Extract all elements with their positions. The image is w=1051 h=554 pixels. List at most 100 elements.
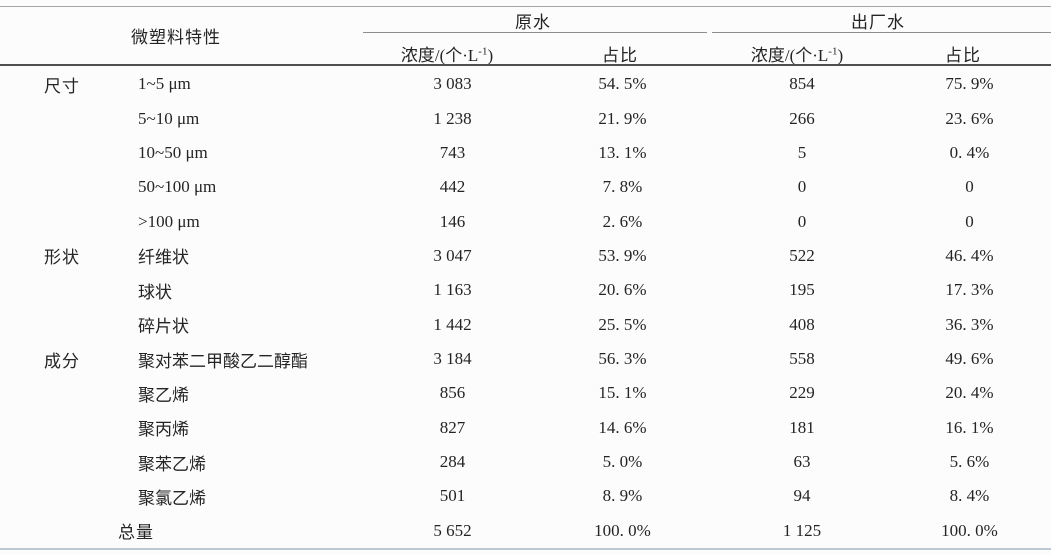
characteristic-header: 微塑料特性	[131, 28, 221, 47]
finished-water-proportion-cell: 46. 4%	[945, 245, 994, 265]
finished-water-proportion-cell: 75. 9%	[945, 74, 994, 94]
finished-water-concentration-cell: 229	[789, 383, 815, 403]
finished-water-concentration-cell: 94	[793, 486, 811, 506]
raw-water-concentration-cell: 284	[439, 452, 466, 472]
finished-water-concentration-cell: 181	[789, 417, 815, 437]
category-cell: 形状	[44, 248, 80, 268]
item-label-cell: 聚对苯二甲酸乙二醇酯	[138, 351, 308, 371]
concentration-unit-suffix: )	[487, 46, 494, 65]
concentration-unit-suffix: )	[837, 46, 844, 65]
finished-water-header: 出厂水	[851, 13, 905, 32]
raw-water-header: 原水	[515, 13, 551, 32]
category-cell	[0, 273, 110, 307]
finished-water-proportion-cell: 16. 1%	[945, 417, 994, 437]
category-cell: 成分	[44, 351, 80, 371]
item-label-cell: 碎片状	[138, 317, 189, 337]
bottom-rule	[0, 548, 1051, 550]
raw-water-concentration-cell: 1 442	[433, 314, 472, 334]
category-cell	[0, 170, 110, 204]
item-label-cell: 聚乙烯	[138, 385, 189, 405]
finished-water-proportion-cell: 23. 6%	[945, 108, 994, 128]
finished-water-proportion-cell: 0	[965, 211, 974, 231]
raw-water-concentration-cell: 501	[439, 486, 466, 506]
raw-water-concentration-cell: 827	[439, 417, 466, 437]
raw-water-proportion-cell: 100. 0%	[594, 520, 651, 540]
finished-water-proportion-cell: 17. 3%	[945, 280, 994, 300]
raw-water-concentration-cell: 3 184	[433, 349, 472, 369]
raw-water-concentration-cell: 743	[439, 142, 466, 162]
raw-water-proportion-cell: 54. 5%	[598, 74, 647, 94]
finished-water-proportion-cell: 0	[965, 177, 974, 197]
raw-water-proportion-cell: 25. 5%	[598, 314, 647, 334]
raw-water-proportion-cell: 15. 1%	[598, 383, 647, 403]
top-rule	[0, 6, 1051, 7]
raw-water-proportion-cell: 56. 3%	[598, 349, 647, 369]
raw-water-proportion-cell: 5. 0%	[602, 452, 643, 472]
raw-water-concentration-cell: 5 652	[433, 520, 472, 540]
finished-water-concentration-cell: 195	[789, 280, 815, 300]
item-label-cell: 聚氯乙烯	[138, 488, 206, 508]
item-label-cell: >100 μm	[138, 211, 200, 231]
total-label-cell: 总量	[118, 523, 154, 543]
category-cell	[0, 411, 110, 445]
finished-water-concentration-cell: 5	[797, 142, 807, 162]
finished-water-proportion-cell: 8. 4%	[949, 486, 990, 506]
item-label-cell: 球状	[138, 282, 172, 302]
finished-water-proportion-cell: 36. 3%	[945, 314, 994, 334]
raw-water-concentration-cell: 442	[439, 177, 466, 197]
finished-water-concentration-cell: 0	[797, 177, 807, 197]
raw-water-concentration-cell: 1 238	[433, 108, 472, 128]
raw-water-concentration-cell: 3 083	[433, 74, 472, 94]
finished-water-concentration-cell: 1 125	[782, 520, 822, 540]
finished-water-proportion-cell: 5. 6%	[949, 452, 990, 472]
finished-proportion-header: 占比	[945, 46, 981, 65]
raw-water-proportion-cell: 7. 8%	[602, 177, 643, 197]
concentration-unit-prefix: 浓度/(个·L	[400, 46, 479, 65]
finished-water-concentration-cell: 0	[797, 211, 807, 231]
finished-water-proportion-cell: 100. 0%	[941, 520, 998, 540]
finished-water-concentration-cell: 63	[793, 452, 811, 472]
item-label-cell: 5~10 μm	[138, 108, 200, 128]
finished-water-proportion-cell: 0. 4%	[949, 142, 990, 162]
finished-water-underline	[712, 32, 1051, 33]
category-cell	[0, 204, 110, 238]
category-cell	[0, 101, 110, 135]
finished-water-concentration-cell: 408	[789, 314, 815, 334]
raw-proportion-header: 占比	[602, 46, 638, 65]
raw-water-proportion-cell: 8. 9%	[602, 486, 643, 506]
raw-water-proportion-cell: 20. 6%	[598, 280, 647, 300]
category-cell: 尺寸	[44, 76, 80, 96]
concentration-unit-exponent: -1	[828, 45, 838, 58]
raw-water-proportion-cell: 53. 9%	[598, 245, 647, 265]
raw-water-proportion-cell: 21. 9%	[598, 108, 647, 128]
finished-water-concentration-cell: 854	[789, 74, 815, 94]
item-label-cell: 1~5 μm	[138, 74, 191, 94]
raw-water-proportion-cell: 14. 6%	[598, 417, 647, 437]
item-label-cell: 50~100 μm	[138, 177, 217, 197]
finished-water-concentration-cell: 522	[789, 245, 815, 265]
category-cell	[0, 445, 110, 479]
category-cell	[0, 479, 110, 513]
finished-water-proportion-cell: 20. 4%	[945, 383, 994, 403]
concentration-unit-prefix: 浓度/(个·L	[750, 46, 829, 65]
item-label-cell: 纤维状	[138, 248, 189, 268]
raw-water-concentration-cell: 3 047	[433, 245, 472, 265]
category-cell	[0, 136, 110, 170]
finished-water-concentration-cell: 558	[789, 349, 815, 369]
table-body: 尺寸 1~5 μm 3 083 54. 5% 854 75. 9% 5~10 μm 1 238…	[0, 67, 1051, 548]
header-body-rule	[0, 64, 1051, 66]
raw-water-concentration-cell: 856	[439, 383, 466, 403]
finished-water-concentration-cell: 266	[789, 108, 815, 128]
concentration-unit-exponent: -1	[478, 45, 488, 58]
raw-water-concentration-cell: 1 163	[433, 280, 472, 300]
table-header: 微塑料特性 原水 出厂水 浓度/(个·L-1) 占比 浓度/(个·L-1) 占比	[0, 0, 1051, 67]
category-cell	[0, 376, 110, 410]
item-label-cell: 10~50 μm	[138, 142, 208, 162]
raw-water-proportion-cell: 2. 6%	[602, 211, 643, 231]
raw-water-proportion-cell: 13. 1%	[598, 142, 647, 162]
raw-concentration-header: 浓度/(个·L-1)	[401, 41, 493, 66]
finished-water-proportion-cell: 49. 6%	[945, 349, 994, 369]
item-label-cell: 聚苯乙烯	[138, 454, 206, 474]
raw-water-concentration-cell: 146	[439, 211, 466, 231]
